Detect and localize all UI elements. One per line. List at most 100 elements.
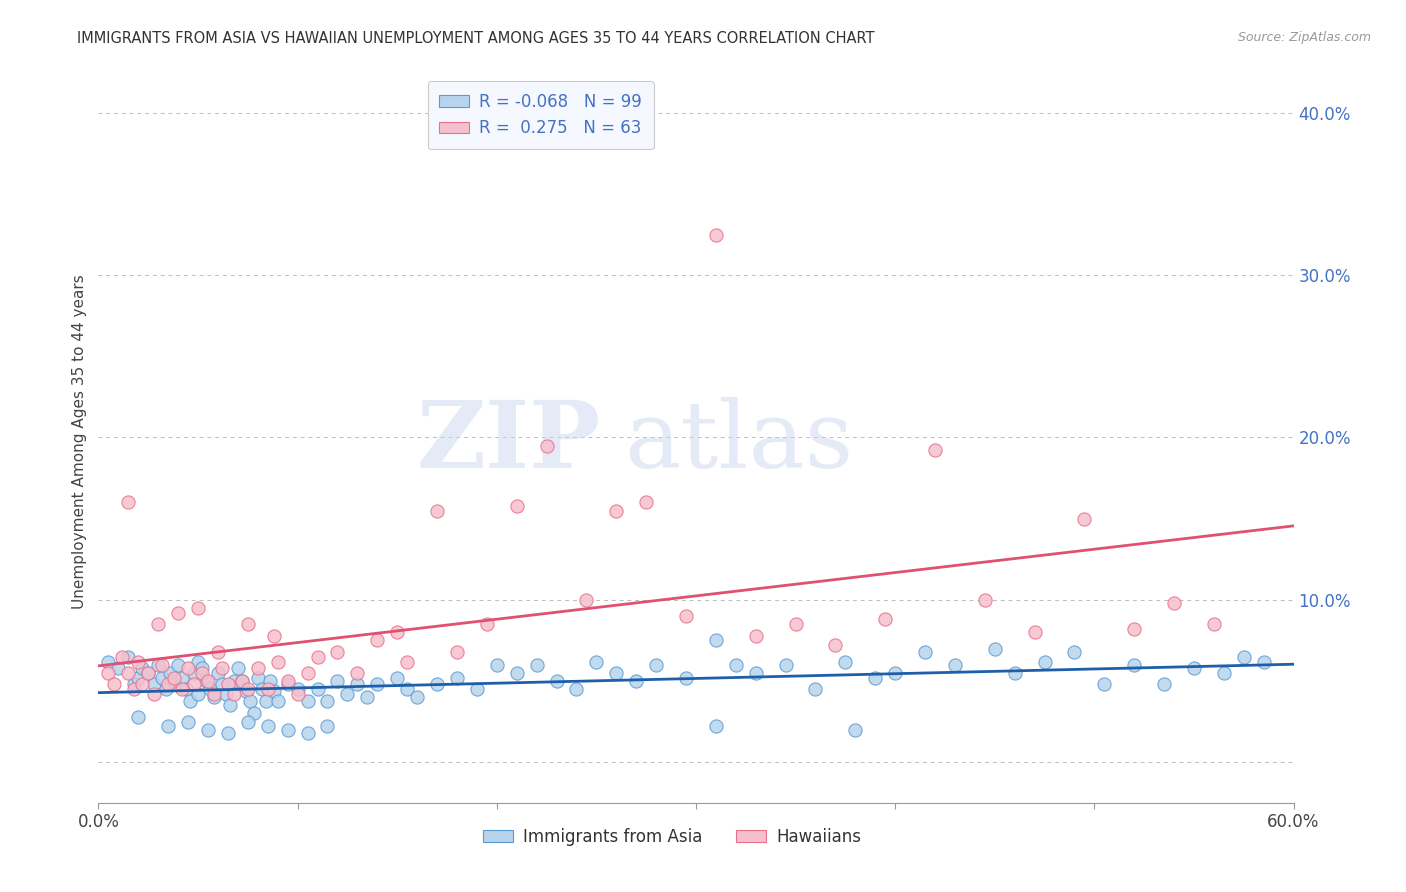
Point [236,682,259,697]
Point [167,606,190,620]
Point [163,671,186,685]
Point [211,661,233,675]
Point [724,657,747,672]
Point [943,657,966,672]
Point [267,655,290,669]
Point [297,693,319,707]
Point [155,682,177,697]
Point [197,723,219,737]
Point [1182,661,1205,675]
Point [183,677,205,691]
Point [97,665,120,680]
Point [163,673,186,688]
Point [426,677,449,691]
Point [183,665,205,680]
Point [804,682,827,697]
Point [585,655,607,669]
Point [307,649,329,664]
Point [745,665,768,680]
Point [219,698,242,713]
Point [366,633,388,648]
Point [824,638,846,652]
Point [704,227,727,242]
Point [263,629,285,643]
Point [704,633,727,648]
Point [131,677,153,691]
Point [250,682,273,697]
Point [526,657,548,672]
Point [103,677,125,691]
Point [231,673,253,688]
Point [143,677,166,691]
Point [506,665,529,680]
Point [675,609,697,624]
Point [157,719,180,733]
Text: atlas: atlas [624,397,853,486]
Point [202,687,225,701]
Point [117,649,139,664]
Point [172,682,194,697]
Point [605,665,627,680]
Point [485,657,508,672]
Point [187,655,209,669]
Text: Source: ZipAtlas.com: Source: ZipAtlas.com [1237,31,1371,45]
Legend: Immigrants from Asia, Hawaiians: Immigrants from Asia, Hawaiians [477,821,868,852]
Point [236,617,259,632]
Point [446,671,468,685]
Point [645,657,668,672]
Point [259,673,281,688]
Point [875,612,897,626]
Point [704,719,727,733]
Point [366,677,388,691]
Point [202,690,225,705]
Point [211,677,233,691]
Point [1202,617,1225,632]
Point [97,655,120,669]
Point [191,665,214,680]
Point [107,661,129,675]
Point [222,687,245,701]
Point [150,671,173,685]
Point [191,661,214,675]
Point [148,617,170,632]
Point [117,665,139,680]
Point [236,714,259,729]
Point [246,671,269,685]
Point [1212,665,1234,680]
Point [785,617,807,632]
Point [124,682,146,697]
Point [287,687,309,701]
Point [256,682,278,697]
Point [775,657,797,672]
Point [884,665,907,680]
Point [217,726,239,740]
Point [396,682,419,697]
Point [1004,665,1026,680]
Point [973,592,995,607]
Point [197,673,219,688]
Point [316,719,339,733]
Point [207,665,229,680]
Point [136,665,159,680]
Point [1233,649,1256,664]
Point [546,673,568,688]
Point [307,682,329,697]
Point [207,645,229,659]
Point [172,671,194,685]
Point [326,673,349,688]
Point [385,625,409,640]
Point [243,706,266,721]
Point [195,673,218,688]
Point [506,499,529,513]
Point [159,665,181,680]
Point [167,657,190,672]
Point [157,677,180,691]
Point [254,693,277,707]
Point [605,503,627,517]
Point [263,683,285,698]
Point [984,641,1007,656]
Point [675,671,697,685]
Point [565,682,588,697]
Point [346,677,368,691]
Point [117,495,139,509]
